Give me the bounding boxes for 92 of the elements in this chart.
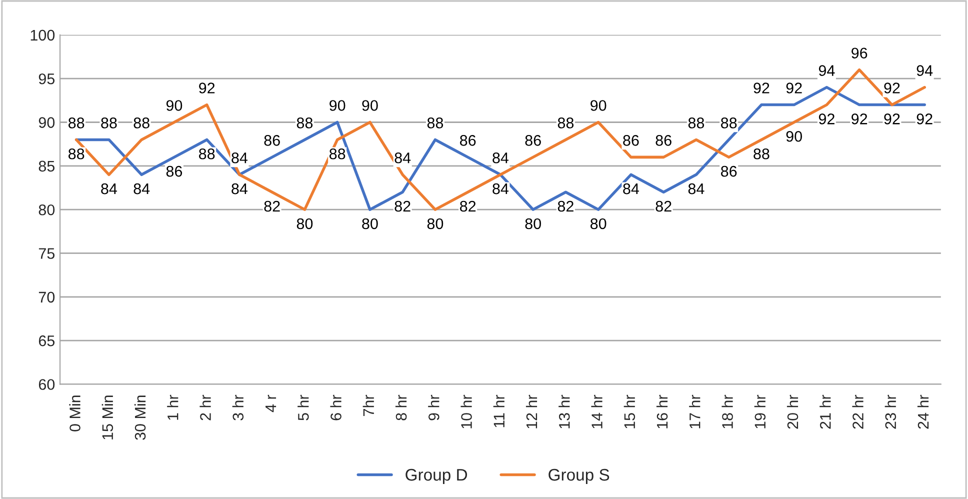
x-tick-label: 5 hr	[298, 394, 309, 420]
data-label: 82	[394, 200, 410, 212]
y-tick-label: 70	[38, 292, 55, 303]
legend-label: Group S	[548, 468, 610, 484]
data-label: 90	[362, 100, 378, 111]
data-label: 82	[264, 200, 280, 212]
x-tick-label: 4 r	[266, 394, 276, 412]
y-tick-label: 90	[38, 117, 55, 128]
data-label: 88	[296, 118, 313, 128]
data-label: 86	[656, 135, 672, 146]
data-label: 92	[786, 82, 802, 94]
data-label: 84	[623, 183, 640, 194]
y-tick-label: 75	[38, 248, 55, 259]
data-label: 86	[721, 166, 737, 177]
y-tick-label: 60	[38, 379, 55, 390]
data-label: 84	[492, 183, 509, 194]
x-tick-label: 1 hr	[167, 394, 178, 420]
data-label: 88	[68, 118, 84, 128]
x-tick-label: 19 hr	[754, 394, 766, 428]
y-tick-label: 65	[38, 335, 55, 346]
data-label: 86	[623, 135, 639, 146]
x-tick-label: 20 hr	[786, 394, 798, 429]
data-label: 80	[427, 218, 444, 230]
data-label: 88	[688, 118, 704, 128]
data-label: 94	[818, 65, 835, 76]
data-label: 82	[558, 200, 574, 212]
data-label: 88	[427, 118, 444, 128]
x-tick-label: 9 hr	[428, 394, 440, 420]
x-tick-label: 15 Min	[102, 396, 114, 440]
data-label: 84	[492, 152, 509, 164]
x-tick-label: 15 hr	[624, 394, 636, 428]
data-label: 92	[754, 82, 770, 94]
data-label: 92	[852, 114, 868, 124]
x-tick-label: 11 hr	[493, 394, 504, 428]
y-tick-label: 80	[38, 204, 55, 216]
data-label: 80	[525, 218, 541, 230]
data-label: 84	[101, 183, 118, 194]
data-label: 92	[818, 114, 834, 124]
x-tick-label: 30 Min	[134, 396, 146, 440]
data-label: 86	[460, 135, 476, 146]
x-tick-label: 22 hr	[852, 394, 864, 429]
x-tick-label: 21 hr	[820, 394, 831, 429]
data-label: 84	[688, 183, 704, 194]
x-tick-label: 16 hr	[656, 394, 668, 428]
data-label: 80	[590, 218, 606, 230]
data-label: 86	[525, 135, 541, 146]
y-tick-label: 100	[30, 30, 55, 41]
data-label: 88	[721, 118, 737, 128]
data-label: 92	[916, 114, 932, 124]
x-tick-label: 24 hr	[917, 394, 929, 429]
x-tick-label: 0 Min	[69, 396, 80, 432]
data-label: 84	[232, 183, 248, 194]
y-tick-label: 85	[38, 160, 55, 172]
y-tick-label: 95	[38, 73, 55, 84]
data-label: 92	[884, 82, 900, 94]
x-tick-label: 13 hr	[558, 394, 570, 428]
x-tick-label: 2 hr	[200, 394, 211, 420]
data-label: 88	[198, 148, 215, 160]
data-label: 82	[460, 200, 476, 212]
x-tick-label: 12 hr	[526, 394, 538, 428]
x-tick-label: 10 hr	[460, 394, 472, 428]
x-tick-label: 6 hr	[330, 394, 342, 420]
data-label: 84	[232, 152, 248, 164]
legend-label: Group D	[406, 468, 467, 484]
data-label: 90	[786, 130, 802, 142]
x-tick-label: 23 hr	[884, 394, 896, 429]
data-label: 88	[68, 148, 84, 160]
data-label: 90	[590, 100, 606, 111]
data-label: 90	[330, 100, 346, 111]
x-tick-label: 14 hr	[591, 394, 602, 428]
data-label: 88	[330, 148, 346, 160]
data-label: 92	[199, 82, 215, 94]
x-tick-label: 18 hr	[722, 394, 733, 428]
data-label: 86	[166, 166, 182, 177]
data-label: 84	[394, 152, 411, 164]
x-tick-label: 7hr	[362, 394, 374, 416]
data-label: 92	[884, 114, 900, 124]
data-label: 96	[852, 48, 868, 59]
data-label: 94	[916, 65, 933, 76]
data-label: 80	[362, 218, 378, 230]
x-tick-label: 17 hr	[689, 394, 700, 428]
x-tick-label: 8 hr	[395, 394, 407, 420]
data-label: 88	[101, 118, 117, 128]
data-label: 90	[166, 100, 182, 111]
data-label: 80	[296, 218, 313, 230]
data-label: 88	[134, 118, 150, 128]
data-label: 84	[134, 183, 150, 194]
data-label: 86	[264, 135, 280, 146]
data-label: 88	[754, 148, 770, 160]
data-label: 82	[656, 200, 672, 212]
x-tick-label: 3 hr	[232, 394, 244, 420]
data-label: 88	[558, 118, 574, 128]
